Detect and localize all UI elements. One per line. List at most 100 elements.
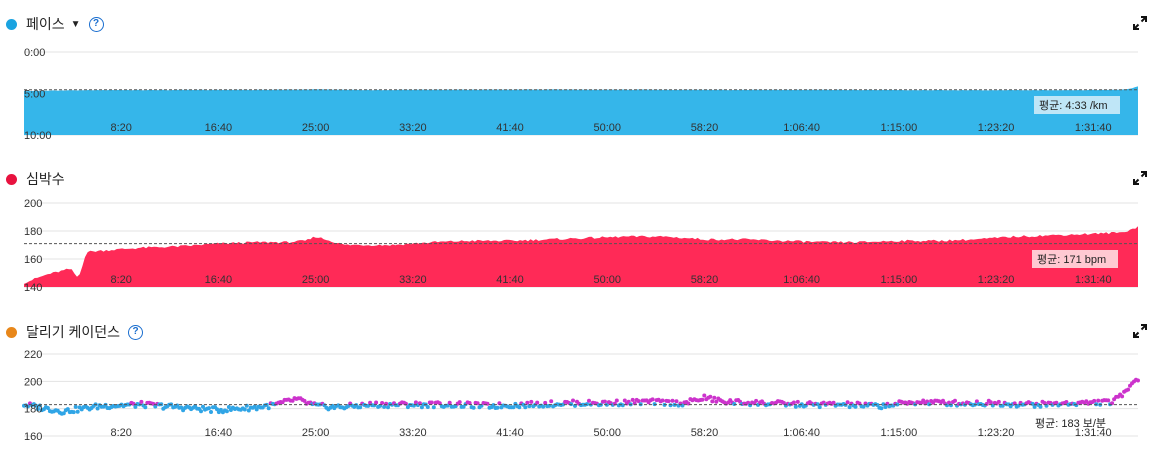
- cadence-point: [795, 399, 800, 404]
- heart-rate-x-tick-label: 1:31:40: [1075, 274, 1112, 286]
- cadence-point: [541, 404, 546, 409]
- cadence-point: [614, 398, 619, 403]
- help-icon[interactable]: ?: [128, 324, 144, 340]
- cadence-x-tick-label: 1:06:40: [783, 427, 820, 439]
- cadence-y-tick-label: 180: [24, 404, 42, 416]
- cadence-y-tick-label: 220: [24, 349, 42, 361]
- cadence-point: [1096, 398, 1101, 403]
- heart-rate-x-tick-label: 1:15:00: [881, 274, 918, 286]
- cadence-point: [847, 405, 852, 410]
- cadence-point: [45, 406, 50, 410]
- pace-legend-dot: [6, 18, 17, 30]
- chevron-down-icon[interactable]: ▼: [70, 18, 81, 30]
- heart-rate-y-tick-label: 160: [24, 254, 42, 266]
- pace-x-tick-label: 1:15:00: [881, 122, 918, 134]
- expand-icon[interactable]: [1133, 171, 1147, 185]
- cadence-point: [861, 404, 866, 409]
- cadence-point: [666, 399, 671, 404]
- pace-x-tick-label: 41:40: [496, 122, 524, 134]
- cadence-point: [35, 407, 40, 412]
- cadence-point: [95, 406, 100, 411]
- cadence-point: [525, 400, 530, 405]
- cadence-point: [224, 409, 229, 414]
- pace-x-tick-label: 25:00: [302, 122, 330, 134]
- pace-area: [24, 86, 1138, 135]
- cadence-chart: 220 200 180 160 8:20 16:40 25:00 33:20 41:40 50:0…: [22, 349, 1140, 443]
- cadence-point: [535, 400, 540, 405]
- cadence-point: [712, 395, 717, 400]
- cadence-point: [668, 403, 673, 408]
- cadence-point: [26, 404, 30, 409]
- cadence-point: [793, 404, 798, 409]
- cadence-point: [660, 398, 665, 403]
- cadence-point: [543, 400, 548, 405]
- cadence-point: [485, 401, 490, 406]
- heart-rate-panel: 심박수 200 180 160 140 8:20 16:40 25:00 33:20 41:40…: [0, 155, 1161, 305]
- pace-x-tick-label: 50:00: [593, 122, 621, 134]
- cadence-point: [386, 405, 390, 410]
- heart-rate-x-tick-label: 50:00: [593, 274, 621, 286]
- cadence-point: [674, 399, 679, 404]
- expand-icon[interactable]: [1133, 16, 1147, 30]
- heart-rate-y-tick-label: 200: [24, 198, 42, 210]
- cadence-point: [996, 399, 1001, 404]
- cadence-point: [879, 406, 884, 411]
- cadence-point: [549, 399, 554, 404]
- cadence-point: [620, 403, 625, 408]
- cadence-point: [75, 409, 80, 414]
- cadence-point: [815, 402, 820, 407]
- pace-x-tick-label: 16:40: [205, 122, 233, 134]
- cadence-point: [710, 399, 715, 404]
- pace-x-tick-label: 1:23:20: [978, 122, 1015, 134]
- cadence-x-tick-label: 50:00: [593, 427, 621, 439]
- heart-rate-average-label: 평균: 171 bpm: [1037, 253, 1106, 266]
- cadence-point: [602, 399, 607, 404]
- heart-rate-title: 심박수: [26, 171, 65, 187]
- heart-rate-x-tick-label: 58:20: [691, 274, 719, 286]
- cadence-point: [419, 405, 424, 410]
- cadence-point: [670, 398, 675, 403]
- cadence-point: [702, 393, 707, 398]
- cadence-point: [1126, 387, 1131, 392]
- cadence-x-tick-label: 8:20: [110, 427, 131, 439]
- pace-title: 페이스: [26, 16, 65, 32]
- cadence-point: [65, 407, 70, 412]
- cadence-legend-dot: [6, 326, 17, 338]
- cadence-point: [571, 398, 575, 403]
- cadence-y-tick-label: 200: [24, 376, 42, 388]
- pace-x-tick-label: 1:06:40: [783, 122, 820, 134]
- cadence-panel: 달리기 케이던스 ? 220 200 180 160 8:20 16:40 25:00 33:…: [0, 308, 1161, 469]
- pace-average-badge: [1034, 96, 1120, 114]
- cadence-x-tick-label: 33:20: [399, 427, 427, 439]
- expand-icon[interactable]: [1133, 324, 1147, 338]
- cadence-point: [1092, 398, 1097, 403]
- cadence-point: [73, 404, 78, 409]
- cadence-x-tick-label: 25:00: [302, 427, 330, 439]
- cadence-point: [732, 402, 737, 406]
- cadence-point: [254, 407, 259, 412]
- heart-rate-x-tick-label: 1:23:20: [978, 274, 1015, 286]
- cadence-point: [630, 397, 635, 402]
- pace-header: 페이스 ▼ ?: [6, 14, 104, 34]
- cadence-point: [529, 399, 534, 404]
- heart-rate-chart: 200 180 160 140 8:20 16:40 25:00 33:20 41:40 50:0…: [24, 198, 1138, 294]
- cadence-point: [71, 410, 76, 415]
- heart-rate-average-badge: [1032, 250, 1118, 268]
- heart-rate-x-tick-label: 33:20: [399, 274, 427, 286]
- heart-rate-legend-dot: [6, 173, 17, 185]
- pace-x-tick-label: 1:31:40: [1075, 122, 1112, 134]
- pace-y-tick-label: 10:00: [24, 130, 52, 142]
- cadence-point: [199, 409, 203, 414]
- heart-rate-x-tick-label: 8:20: [110, 274, 131, 286]
- cadence-point: [425, 405, 430, 409]
- cadence-average-label: 평균: 183 보/분: [1035, 417, 1106, 430]
- cadence-x-tick-label: 1:31:40: [1075, 427, 1112, 439]
- cadence-point: [447, 400, 452, 405]
- cadence-x-tick-label: 1:23:20: [978, 427, 1015, 439]
- heart-rate-x-tick-label: 16:40: [205, 274, 233, 286]
- cadence-point: [382, 404, 387, 409]
- cadence-point: [791, 400, 796, 405]
- help-icon[interactable]: ?: [88, 16, 104, 32]
- pace-x-tick-label: 58:20: [691, 122, 719, 134]
- cadence-point: [895, 402, 900, 407]
